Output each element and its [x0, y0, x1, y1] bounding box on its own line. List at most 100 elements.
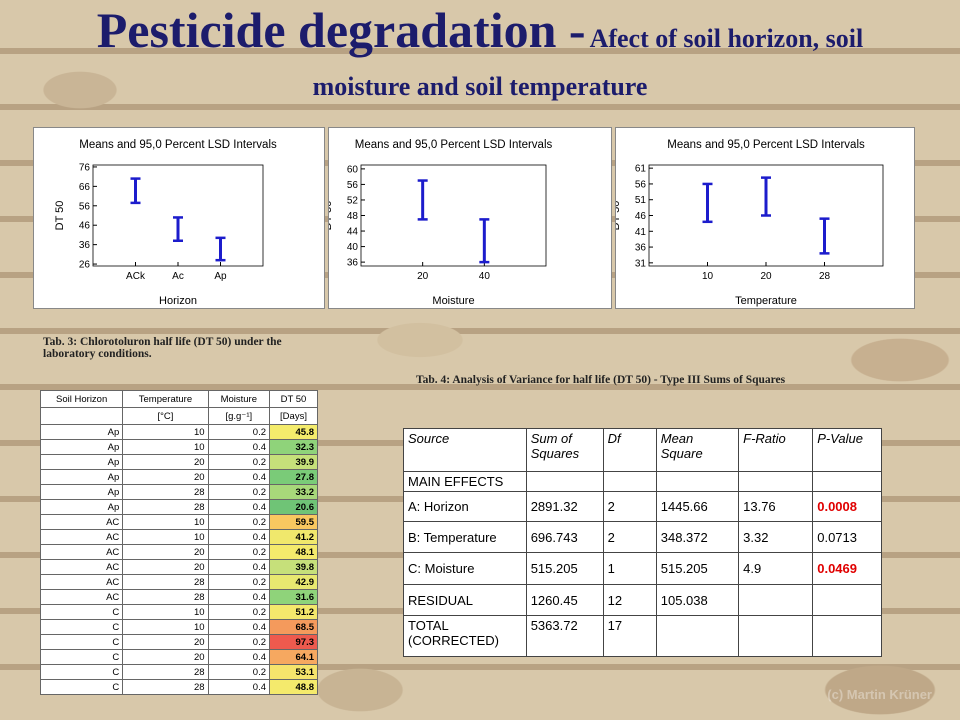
cell: 0.2: [207, 454, 271, 470]
cell: 20: [122, 634, 209, 650]
cell: 0.0713: [812, 521, 882, 553]
header-row: Soil Horizon Temperature Moisture DT 50: [39, 390, 318, 408]
header-cell: Df: [602, 428, 657, 472]
cell: 4.9: [738, 552, 814, 585]
cell: 20: [122, 469, 209, 485]
table4-caption: Tab. 4: Analysis of Variance for half li…: [416, 374, 786, 386]
row: MAIN EFFECTS: [403, 471, 882, 492]
cell: [812, 471, 882, 492]
y-tick-label: 31: [635, 258, 647, 269]
row: AC 28 0.2 42.9: [39, 574, 318, 590]
x-tick-label: 10: [702, 271, 714, 282]
x-axis-label: Horizon: [159, 295, 197, 307]
cell: 28: [122, 574, 209, 590]
chart: Means and 95,0 Percent LSD Intervals DT 5…: [33, 127, 325, 309]
table4: Source Sum of Squares Df Mean Square F-Ratio…: [403, 428, 882, 657]
chart-title: Means and 95,0 Percent LSD Intervals: [79, 139, 277, 151]
title-block: Pesticide degradation - Afect of soil ho…: [90, 5, 870, 113]
cell: 13.76: [738, 491, 814, 522]
cell: AC: [39, 514, 124, 530]
cell: 10: [122, 529, 209, 545]
cell: C: [39, 604, 124, 620]
cell: 20: [122, 649, 209, 665]
cell: 515.205: [525, 552, 604, 585]
cell: C: [39, 619, 124, 635]
cell: 0.2: [207, 514, 271, 530]
cell: 39.8: [269, 559, 318, 575]
cell: 10: [122, 424, 209, 440]
cell: 48.1: [269, 544, 318, 560]
cell: Ap: [39, 484, 124, 500]
cell: 0.4: [207, 649, 271, 665]
cell: B: Temperature: [403, 521, 527, 553]
cell: 105.038: [655, 584, 740, 616]
x-tick-label: Ac: [172, 271, 184, 282]
unit-cell: [g.g⁻¹]: [207, 407, 271, 425]
header-row: Source Sum of Squares Df Mean Square F-Ratio…: [403, 428, 882, 472]
cell: 31.6: [269, 589, 318, 605]
cell: 27.8: [269, 469, 318, 485]
row: A: Horizon 2891.32 2 1445.66 13.76 0.0008: [403, 491, 882, 522]
cell: 53.1: [269, 664, 318, 680]
cell: 10: [122, 439, 209, 455]
cell: 0.4: [207, 619, 271, 635]
cell: C: [39, 679, 124, 695]
cell: 48.8: [269, 679, 318, 695]
cell: Ap: [39, 439, 124, 455]
subtitle: Afect of soil horizon, soil moisture and…: [312, 24, 864, 101]
row: Ap 28 0.4 20.6: [39, 499, 318, 515]
cell: C: [39, 634, 124, 650]
cell: 3.32: [738, 521, 814, 553]
row: Ap 10 0.4 32.3: [39, 439, 318, 455]
row: C 28 0.4 48.8: [39, 679, 318, 695]
row: C 10 0.4 68.5: [39, 619, 318, 635]
cell: 0.2: [207, 634, 271, 650]
row: B: Temperature 696.743 2 348.372 3.32 0.0713: [403, 521, 882, 553]
table3-caption: Tab. 3: Chlorotoluron half life (DT 50) …: [43, 336, 282, 360]
y-tick-label: 41: [635, 227, 647, 238]
cell: [738, 615, 814, 657]
unit-cell: [Days]: [269, 407, 318, 425]
cell: A: Horizon: [403, 491, 527, 522]
cell: Ap: [39, 424, 124, 440]
cell: 1: [602, 552, 657, 585]
cell: 0.2: [207, 424, 271, 440]
blank-cell: [39, 407, 124, 425]
chart-title: Means and 95,0 Percent LSD Intervals: [667, 139, 865, 151]
units-row: [°C] [g.g⁻¹] [Days]: [39, 407, 318, 425]
row: Ap 20 0.2 39.9: [39, 454, 318, 470]
y-tick-label: 76: [79, 162, 91, 173]
cell: 348.372: [655, 521, 740, 553]
cell: [738, 471, 814, 492]
cell: AC: [39, 589, 124, 605]
cell: C: Moisture: [403, 552, 527, 585]
y-tick-label: 56: [635, 179, 647, 190]
cell: AC: [39, 574, 124, 590]
cell: AC: [39, 559, 124, 575]
table3: Soil Horizon Temperature Moisture DT 50 [°C]…: [39, 390, 318, 695]
y-tick-label: 52: [347, 195, 359, 206]
cell: 33.2: [269, 484, 318, 500]
row: C 10 0.2 51.2: [39, 604, 318, 620]
cell: 0.4: [207, 529, 271, 545]
cell: 0.0008: [812, 491, 882, 522]
cell: 0.4: [207, 679, 271, 695]
cell: 1260.45: [525, 584, 604, 616]
cell: 20: [122, 559, 209, 575]
header-cell: P-Value: [812, 428, 882, 472]
cell: 28: [122, 499, 209, 515]
y-tick-label: 51: [635, 195, 647, 206]
y-tick-label: 60: [347, 164, 359, 175]
row: C 20 0.2 97.3: [39, 634, 318, 650]
row: AC 28 0.4 31.6: [39, 589, 318, 605]
plot-frame: [360, 164, 547, 267]
cell: 51.2: [269, 604, 318, 620]
cell: 0.4: [207, 439, 271, 455]
y-tick-label: 26: [79, 260, 91, 271]
cell: [655, 615, 740, 657]
chart: Means and 95,0 Percent LSD Intervals DT 5…: [328, 127, 612, 309]
cell: 0.2: [207, 574, 271, 590]
y-tick-label: 56: [347, 180, 359, 191]
y-tick-label: 66: [79, 182, 91, 193]
